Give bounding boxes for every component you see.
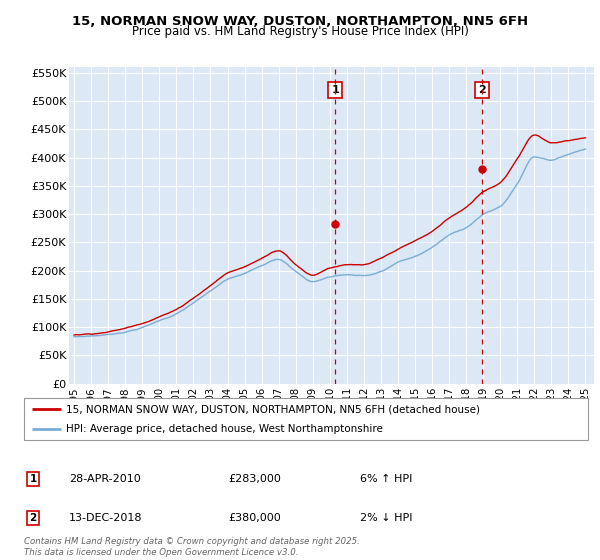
- Text: 1: 1: [29, 474, 37, 484]
- Text: £380,000: £380,000: [228, 513, 281, 523]
- Text: HPI: Average price, detached house, West Northamptonshire: HPI: Average price, detached house, West…: [66, 424, 383, 434]
- Text: Contains HM Land Registry data © Crown copyright and database right 2025.
This d: Contains HM Land Registry data © Crown c…: [24, 537, 360, 557]
- Text: 15, NORMAN SNOW WAY, DUSTON, NORTHAMPTON, NN5 6FH (detached house): 15, NORMAN SNOW WAY, DUSTON, NORTHAMPTON…: [66, 404, 481, 414]
- Text: 2% ↓ HPI: 2% ↓ HPI: [360, 513, 413, 523]
- Text: 15, NORMAN SNOW WAY, DUSTON, NORTHAMPTON, NN5 6FH: 15, NORMAN SNOW WAY, DUSTON, NORTHAMPTON…: [72, 15, 528, 27]
- Text: 1: 1: [331, 85, 339, 95]
- Text: 13-DEC-2018: 13-DEC-2018: [69, 513, 143, 523]
- Text: 28-APR-2010: 28-APR-2010: [69, 474, 141, 484]
- Text: Price paid vs. HM Land Registry's House Price Index (HPI): Price paid vs. HM Land Registry's House …: [131, 25, 469, 38]
- Text: 2: 2: [478, 85, 486, 95]
- Text: £283,000: £283,000: [228, 474, 281, 484]
- Text: 6% ↑ HPI: 6% ↑ HPI: [360, 474, 412, 484]
- Text: 2: 2: [29, 513, 37, 523]
